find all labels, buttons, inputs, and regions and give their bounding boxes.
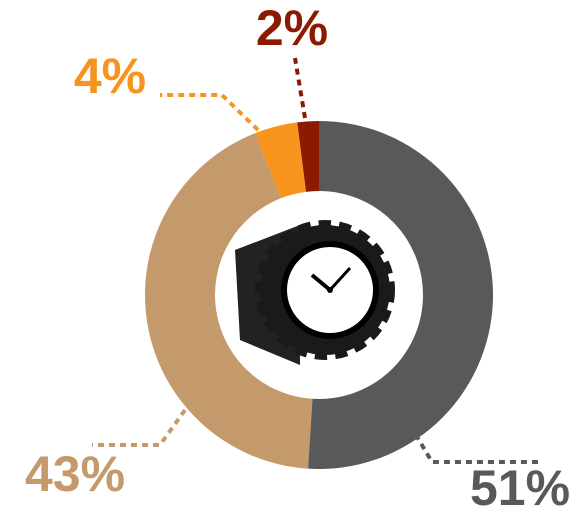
segment-label: 51% (470, 460, 570, 516)
donut-segment (308, 121, 494, 470)
segment-label: 4% (74, 48, 146, 104)
donut-segment (145, 133, 313, 469)
donut-segment (297, 121, 319, 192)
center-icon (235, 220, 395, 365)
leader-line (293, 57, 307, 119)
segment-label: 2% (256, 0, 328, 56)
leader-line (92, 408, 187, 447)
leader-line (160, 93, 260, 132)
segment-label: 43% (25, 446, 125, 502)
donut-segment (254, 122, 306, 199)
leader-line (408, 423, 540, 464)
